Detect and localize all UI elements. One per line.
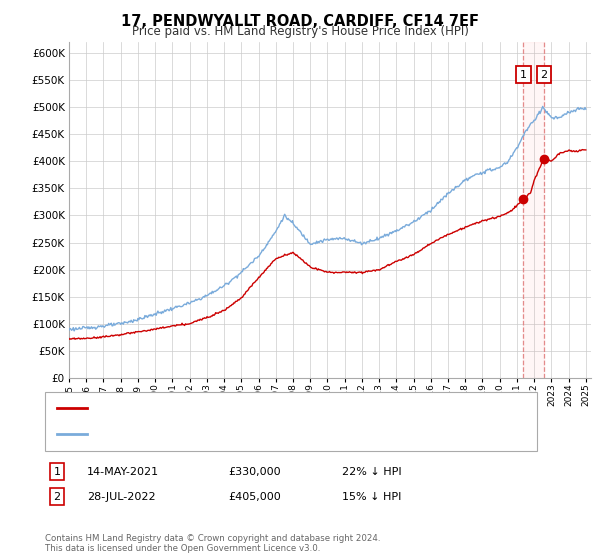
- Bar: [523, 42, 544, 378]
- Text: 1: 1: [53, 466, 61, 477]
- Text: Contains HM Land Registry data © Crown copyright and database right 2024.
This d: Contains HM Land Registry data © Crown c…: [45, 534, 380, 553]
- Text: £405,000: £405,000: [228, 492, 281, 502]
- Text: 28-JUL-2022: 28-JUL-2022: [87, 492, 155, 502]
- Text: 17, PENDWYALLT ROAD, CARDIFF, CF14 7EF: 17, PENDWYALLT ROAD, CARDIFF, CF14 7EF: [121, 14, 479, 29]
- Text: 1: 1: [520, 69, 527, 80]
- Text: 22% ↓ HPI: 22% ↓ HPI: [342, 466, 401, 477]
- Text: 2: 2: [541, 69, 548, 80]
- Text: Price paid vs. HM Land Registry's House Price Index (HPI): Price paid vs. HM Land Registry's House …: [131, 25, 469, 38]
- Text: £330,000: £330,000: [228, 466, 281, 477]
- Text: 15% ↓ HPI: 15% ↓ HPI: [342, 492, 401, 502]
- Text: 17, PENDWYALLT ROAD, CARDIFF, CF14 7EF (detached house): 17, PENDWYALLT ROAD, CARDIFF, CF14 7EF (…: [96, 403, 419, 413]
- Text: HPI: Average price, detached house, Cardiff: HPI: Average price, detached house, Card…: [96, 430, 324, 440]
- Text: 2: 2: [53, 492, 61, 502]
- Text: 14-MAY-2021: 14-MAY-2021: [87, 466, 159, 477]
